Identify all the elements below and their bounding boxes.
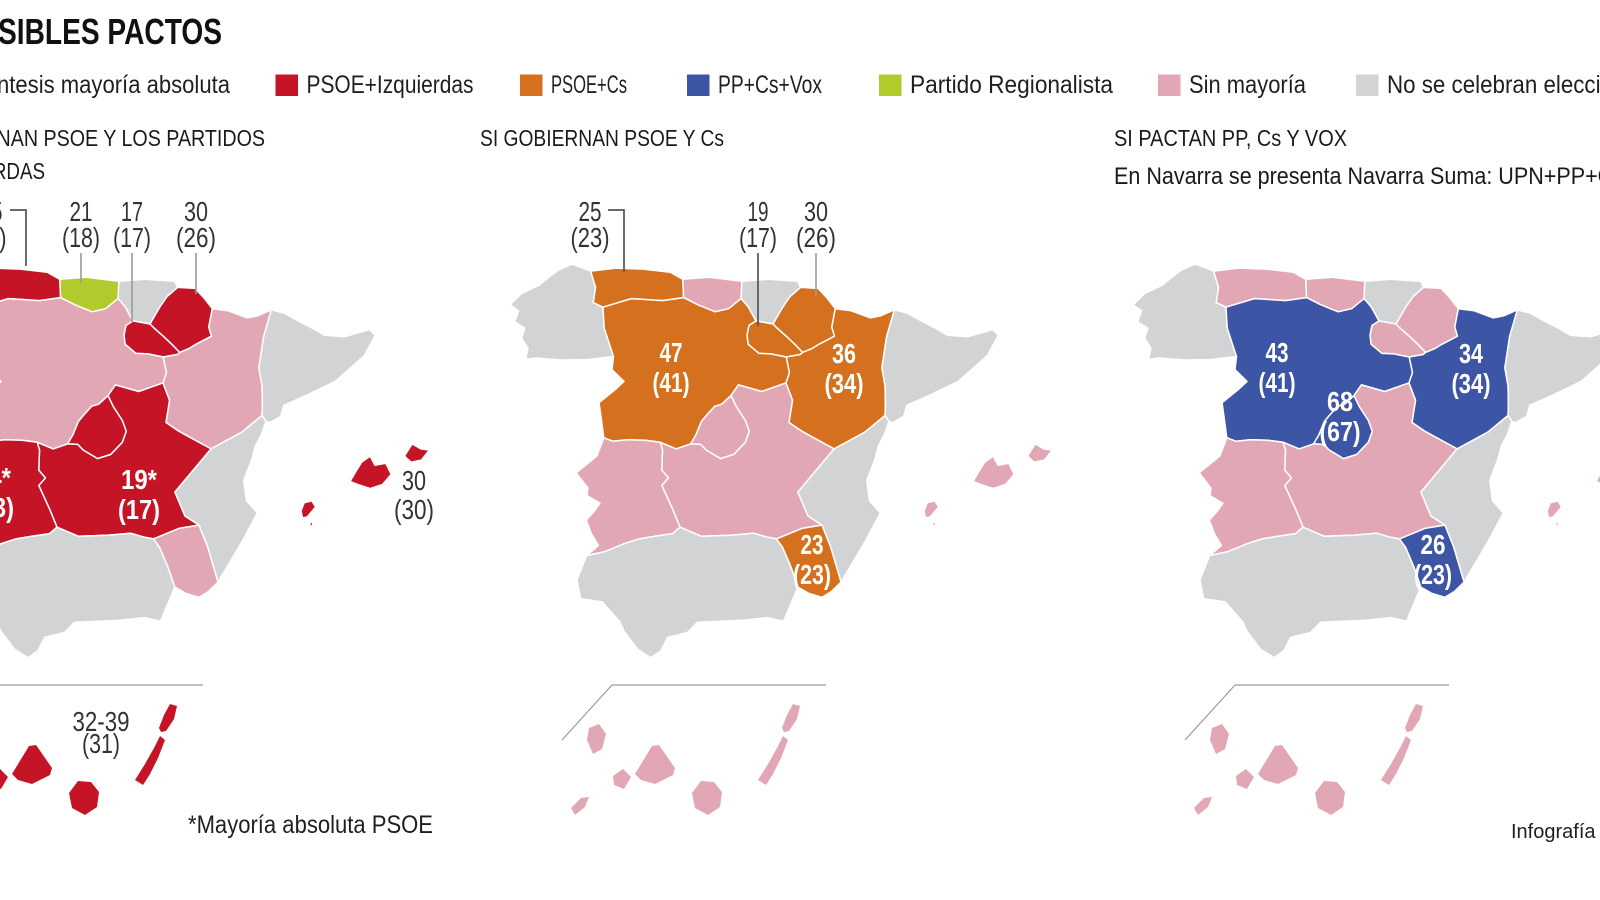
svg-text:(33): (33)	[0, 492, 14, 523]
svg-text:30: 30	[804, 196, 828, 227]
svg-text:21: 21	[70, 196, 93, 227]
svg-text:PSOE+Izquierdas: PSOE+Izquierdas	[307, 71, 474, 99]
svg-text:(23): (23)	[793, 559, 831, 590]
svg-text:36: 36	[832, 338, 856, 369]
svg-text:SI GOBIERNAN PSOE Y Cs: SI GOBIERNAN PSOE Y Cs	[480, 125, 724, 151]
svg-text:(30): (30)	[394, 494, 434, 525]
svg-text:(34): (34)	[825, 368, 864, 399]
svg-text:(41): (41)	[653, 367, 690, 398]
svg-text:(31): (31)	[82, 728, 120, 759]
svg-text:30: 30	[402, 465, 426, 496]
svg-text:68: 68	[1327, 386, 1353, 417]
svg-text:(17): (17)	[113, 222, 151, 253]
svg-text:Infografía LA RAZÓN: Infografía LA RAZÓN	[1511, 820, 1600, 843]
svg-text:(17): (17)	[118, 494, 160, 525]
svg-text:(67): (67)	[1320, 416, 1361, 447]
svg-text:PSOE+Cs: PSOE+Cs	[551, 71, 627, 99]
svg-text:23: 23	[801, 529, 824, 560]
svg-text:*Mayoría absoluta PSOE: *Mayoría absoluta PSOE	[188, 811, 433, 839]
svg-text:(18): (18)	[62, 222, 100, 253]
svg-text:No se celebran elecciones: No se celebran elecciones	[1387, 71, 1600, 99]
svg-text:(26): (26)	[176, 222, 216, 253]
svg-text:SI PACTAN PP, Cs Y VOX: SI PACTAN PP, Cs Y VOX	[1114, 125, 1347, 151]
svg-text:47: 47	[660, 337, 683, 368]
svg-text:(23): (23)	[571, 222, 610, 253]
svg-text:DE IZQUIERDAS: DE IZQUIERDAS	[0, 158, 45, 184]
svg-text:17: 17	[121, 196, 143, 227]
svg-text:SIBLES PACTOS: SIBLES PACTOS	[0, 11, 222, 52]
svg-text:34*: 34*	[0, 462, 11, 493]
svg-text:Sin mayoría: Sin mayoría	[1189, 71, 1306, 99]
svg-text:19*: 19*	[121, 464, 157, 495]
svg-text:(41): (41)	[1259, 367, 1296, 398]
svg-text:19: 19	[748, 196, 769, 227]
svg-text:25: 25	[579, 196, 602, 227]
svg-text:32-39: 32-39	[73, 706, 130, 737]
svg-text:34: 34	[1459, 338, 1483, 369]
svg-text:30: 30	[184, 196, 208, 227]
svg-text:(17): (17)	[739, 222, 777, 253]
svg-text:26: 26	[1421, 529, 1446, 560]
svg-text:43: 43	[1266, 337, 1289, 368]
svg-text:Partido Regionalista: Partido Regionalista	[910, 71, 1113, 99]
svg-text:(23): (23)	[1414, 559, 1452, 590]
svg-text:Entre paréntesis mayoría absol: Entre paréntesis mayoría absoluta	[0, 71, 230, 99]
svg-text:(23): (23)	[0, 222, 7, 253]
svg-text:(26): (26)	[796, 222, 836, 253]
svg-text:SI GOBIERNAN PSOE Y LOS PARTID: SI GOBIERNAN PSOE Y LOS PARTIDOS	[0, 125, 265, 151]
svg-text:PP+Cs+Vox: PP+Cs+Vox	[718, 71, 822, 99]
svg-text:(34): (34)	[1452, 368, 1491, 399]
svg-text:25: 25	[0, 196, 3, 227]
svg-text:En Navarra se presenta Navarra: En Navarra se presenta Navarra Suma: UPN…	[1114, 163, 1600, 190]
